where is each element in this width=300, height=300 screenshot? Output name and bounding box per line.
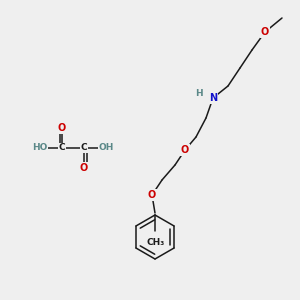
Text: CH₃: CH₃ xyxy=(147,238,165,247)
Text: H: H xyxy=(195,88,203,98)
Text: O: O xyxy=(181,145,189,155)
Text: HO: HO xyxy=(32,143,48,152)
Text: O: O xyxy=(261,27,269,37)
Text: O: O xyxy=(80,163,88,173)
Text: C: C xyxy=(81,143,87,152)
Text: O: O xyxy=(148,190,156,200)
Text: O: O xyxy=(58,123,66,133)
Text: N: N xyxy=(209,93,217,103)
Text: OH: OH xyxy=(98,143,114,152)
Text: C: C xyxy=(59,143,65,152)
